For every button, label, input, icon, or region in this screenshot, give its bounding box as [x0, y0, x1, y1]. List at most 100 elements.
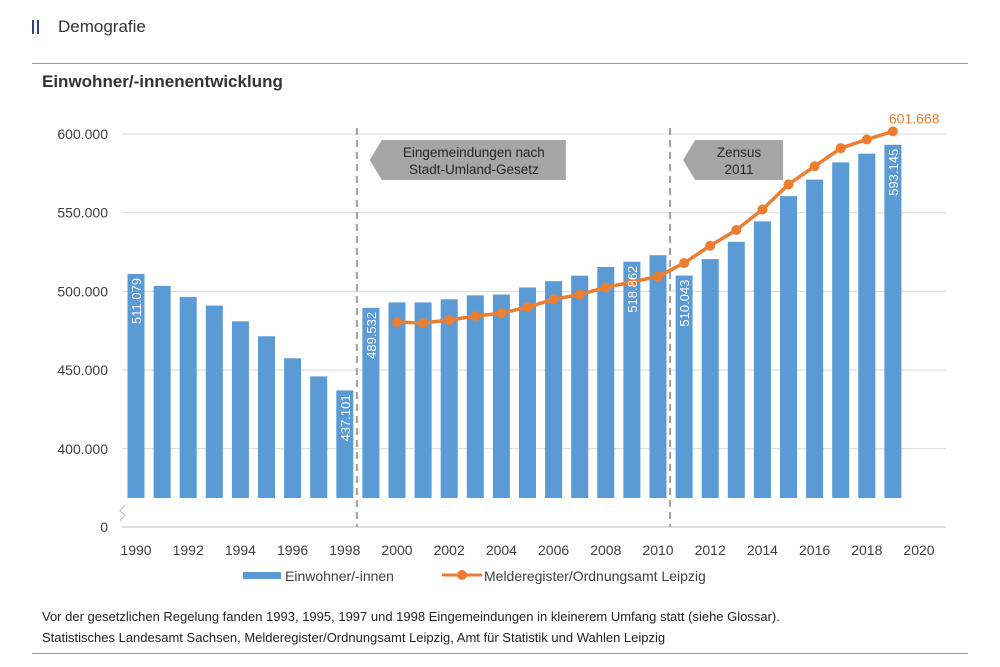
x-tick-label: 2002 — [434, 542, 465, 558]
y-tick-label: 450.000 — [57, 362, 108, 378]
x-tick-label: 2006 — [538, 542, 569, 558]
bar — [753, 221, 771, 498]
bottom-divider — [32, 653, 968, 654]
bar — [179, 296, 197, 498]
bar — [127, 273, 145, 498]
x-tick-label: 2012 — [695, 542, 726, 558]
bar — [623, 261, 641, 498]
x-tick-label: 2008 — [590, 542, 621, 558]
line-data-label: 601.668 — [889, 110, 940, 126]
annotation-callout — [369, 140, 566, 180]
x-tick-label: 2014 — [747, 542, 778, 558]
line-point — [757, 204, 768, 215]
x-tick-label: 2004 — [486, 542, 517, 558]
bar — [884, 144, 902, 498]
x-tick-label: 1998 — [329, 542, 360, 558]
y-tick-label: 500.000 — [57, 283, 108, 299]
y-tick-label: 550.000 — [57, 205, 108, 221]
bar — [571, 275, 589, 498]
x-tick-label: 2020 — [903, 542, 934, 558]
bar-data-label: 518.862 — [625, 266, 640, 313]
bar — [466, 295, 484, 498]
annotation-text: Stadt-Umland-Gesetz — [409, 162, 539, 177]
bar — [649, 255, 667, 498]
line-point — [783, 179, 794, 190]
line-point — [887, 126, 898, 137]
bar — [597, 267, 615, 498]
line-point — [444, 315, 455, 326]
bar-data-label: 593.145 — [886, 149, 901, 196]
line-point — [600, 282, 611, 293]
bar-data-labels: 511.079 437.101 489.532 518.862 510.043 593.1… — [129, 149, 901, 442]
bar — [336, 390, 354, 498]
bar — [858, 153, 876, 499]
annotation-text: 2011 — [725, 162, 754, 177]
x-tick-label: 2018 — [851, 542, 882, 558]
bar — [440, 299, 458, 498]
x-tick-label: 2010 — [642, 542, 673, 558]
annotations: Eingemeindungen nach Stadt-Umland-Gesetz Z… — [369, 140, 784, 180]
line-point — [861, 134, 872, 145]
line-point — [835, 143, 846, 154]
line-point — [809, 161, 820, 172]
y-tick-label: 600.000 — [57, 126, 108, 142]
x-tick-label: 2000 — [381, 542, 412, 558]
y-tick-label: 0 — [100, 519, 108, 535]
bar — [284, 358, 302, 498]
bar — [832, 162, 850, 498]
bar — [153, 285, 171, 498]
x-axis-labels: 1990 1992 1994 1996 1998 2000 2002 2004 2006 2008… — [120, 542, 934, 558]
line-point — [574, 289, 585, 300]
bar — [545, 281, 563, 498]
bar-data-label: 489.532 — [364, 312, 379, 359]
y-tick-label: 400.000 — [57, 441, 108, 457]
top-divider — [32, 63, 968, 64]
bar — [414, 302, 432, 498]
bar — [310, 376, 328, 498]
bar — [675, 275, 693, 498]
bar — [205, 305, 223, 498]
legend-line-label: Melderegister/Ordnungsamt Leipzig — [484, 568, 706, 584]
bar-data-label: 511.079 — [129, 278, 144, 324]
line-point — [418, 318, 429, 329]
footnote-source: Statistisches Landesamt Sachsen, Meldere… — [42, 630, 666, 645]
line-point — [392, 317, 402, 328]
legend-bar-label: Einwohner/-innen — [285, 568, 394, 584]
bar — [388, 302, 406, 498]
bar — [780, 196, 797, 498]
line-point — [548, 294, 559, 305]
y-axis-labels: 0 400.000 450.000 500.000 550.000 600.000 — [57, 126, 108, 535]
line-point — [679, 258, 690, 269]
line-series: 601.668 — [392, 110, 940, 329]
bar-data-label: 437.101 — [338, 394, 353, 441]
section-title: Demografie — [58, 17, 146, 36]
legend: Einwohner/-innen Melderegister/Ordnungsam… — [243, 568, 706, 584]
footnote-line-1: Vor der gesetzlichen Regelung fanden 199… — [42, 609, 780, 624]
x-tick-label: 2016 — [799, 542, 830, 558]
bar-series — [127, 144, 902, 499]
annotation-text: Zensus — [717, 145, 762, 160]
line-point — [626, 276, 637, 287]
line-point — [653, 271, 663, 282]
line-point — [470, 311, 481, 322]
bar — [727, 241, 745, 498]
section-marker-icon — [32, 20, 39, 34]
bar — [362, 307, 380, 498]
axis-break-icon — [119, 504, 126, 522]
line-point — [731, 225, 742, 236]
line-point — [705, 240, 716, 251]
x-tick-label: 1996 — [277, 542, 308, 558]
chart-title: Einwohner/-innenentwicklung — [42, 72, 283, 91]
line-point — [522, 302, 533, 313]
bar — [258, 336, 275, 498]
annotation-dividers — [355, 128, 672, 527]
x-tick-label: 1994 — [225, 542, 256, 558]
bar — [492, 294, 510, 498]
bar — [701, 259, 719, 498]
line-point — [496, 308, 507, 319]
x-tick-label: 1992 — [173, 542, 204, 558]
annotation-callout — [683, 140, 784, 180]
bar — [231, 321, 249, 498]
bar — [519, 287, 536, 498]
